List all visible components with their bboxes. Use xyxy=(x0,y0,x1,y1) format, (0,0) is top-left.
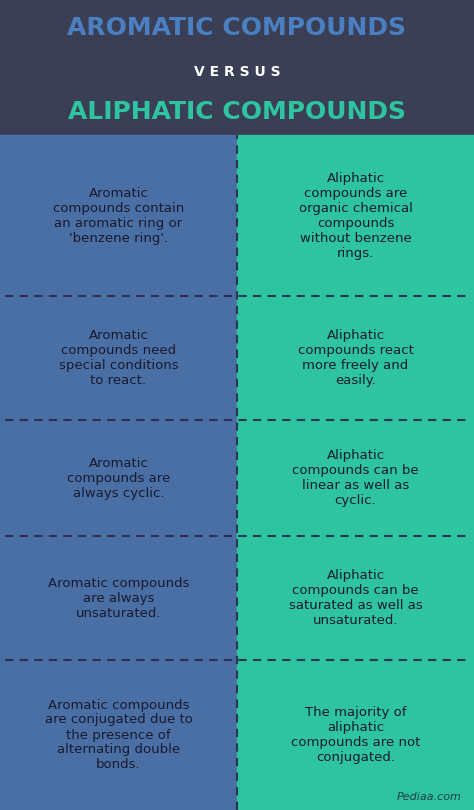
Text: Aliphatic
compounds can be
linear as well as
cyclic.: Aliphatic compounds can be linear as wel… xyxy=(292,449,419,507)
Text: Aliphatic
compounds react
more freely and
easily.: Aliphatic compounds react more freely an… xyxy=(298,329,413,387)
Text: Aromatic
compounds contain
an aromatic ring or
'benzene ring'.: Aromatic compounds contain an aromatic r… xyxy=(53,186,184,245)
Text: The majority of
aliphatic
compounds are not
conjugated.: The majority of aliphatic compounds are … xyxy=(291,706,420,764)
Text: Aromatic
compounds need
special conditions
to react.: Aromatic compounds need special conditio… xyxy=(59,329,178,387)
Text: Aromatic compounds
are always
unsaturated.: Aromatic compounds are always unsaturate… xyxy=(48,577,189,620)
Text: Aromatic compounds
are conjugated due to
the presence of
alternating double
bond: Aromatic compounds are conjugated due to… xyxy=(45,698,192,771)
Text: Aromatic
compounds are
always cyclic.: Aromatic compounds are always cyclic. xyxy=(67,457,170,500)
Text: AROMATIC COMPOUNDS: AROMATIC COMPOUNDS xyxy=(67,16,407,40)
Bar xyxy=(0,0,474,135)
Text: Aliphatic
compounds are
organic chemical
compounds
without benzene
rings.: Aliphatic compounds are organic chemical… xyxy=(299,172,412,260)
Text: Pediaa.com: Pediaa.com xyxy=(397,792,462,802)
Bar xyxy=(237,135,474,810)
Bar xyxy=(0,135,237,810)
Text: Aliphatic
compounds can be
saturated as well as
unsaturated.: Aliphatic compounds can be saturated as … xyxy=(289,569,422,627)
Text: V E R S U S: V E R S U S xyxy=(194,65,280,79)
Text: ALIPHATIC COMPOUNDS: ALIPHATIC COMPOUNDS xyxy=(68,100,406,124)
